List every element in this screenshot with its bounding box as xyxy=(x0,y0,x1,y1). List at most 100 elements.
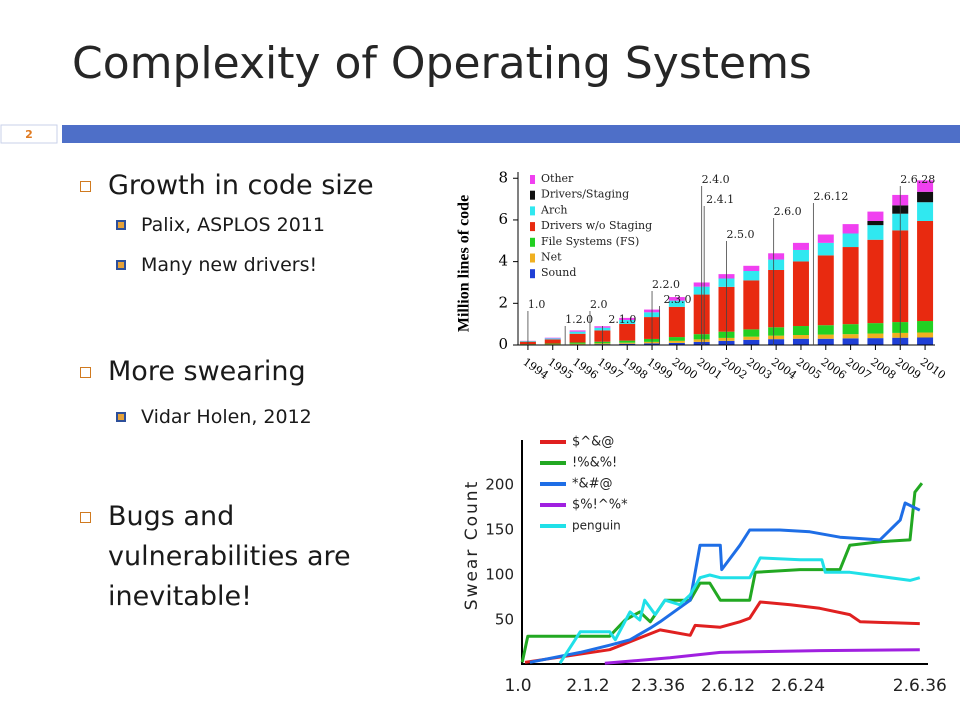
bar-segment xyxy=(917,180,934,192)
x-tick-label: 2007 xyxy=(843,355,873,382)
bar-segment xyxy=(668,340,685,343)
bar-segment xyxy=(619,343,636,345)
bar-segment xyxy=(792,326,809,335)
series-line xyxy=(604,648,920,665)
bullet-text: Growth in code size xyxy=(108,170,374,201)
annotation-label: 2.3.0 xyxy=(663,293,691,306)
bullet-text: More swearing xyxy=(108,356,306,387)
page-number-box xyxy=(0,124,58,144)
x-tick-label: 2002 xyxy=(719,355,749,382)
bullet-marker xyxy=(116,412,126,422)
bar-segment xyxy=(619,342,636,344)
x-tick-label: 2001 xyxy=(694,355,724,382)
bar-segment xyxy=(569,331,586,334)
bar-segment xyxy=(569,343,586,345)
bar-segment xyxy=(743,336,760,340)
x-tick-label: 2.3.36 xyxy=(631,676,685,696)
y-axis-label: Million lines of code xyxy=(456,195,473,332)
bar-segment xyxy=(867,211,884,221)
bar-segment xyxy=(792,242,809,250)
x-tick-label: 2004 xyxy=(769,355,799,382)
legend-label: File Systems (FS) xyxy=(541,235,639,248)
x-tick-label: 1994 xyxy=(520,355,550,382)
bar-segment xyxy=(569,333,586,343)
legend-label: $%!^%* xyxy=(572,498,628,513)
x-tick-label: 1996 xyxy=(570,355,600,382)
bar-segment xyxy=(792,249,809,262)
bar-segment xyxy=(817,325,834,335)
bullet-marker xyxy=(80,181,91,192)
legend-label: Other xyxy=(541,172,574,185)
x-tick-label: 1997 xyxy=(595,355,625,382)
bar-segment xyxy=(867,323,884,334)
bar-segment xyxy=(817,334,834,339)
x-tick-label: 2006 xyxy=(818,355,848,382)
legend-label: penguin xyxy=(572,519,621,533)
annotation-label: 2.4.1 xyxy=(706,193,734,206)
bar-segment xyxy=(544,337,561,339)
bar-segment xyxy=(817,338,834,345)
x-tick-label: 2000 xyxy=(669,355,699,382)
bar-segment xyxy=(867,225,884,240)
annotation-label: 2.4.0 xyxy=(702,173,730,186)
page-number: 2 xyxy=(25,128,33,141)
bar-segment xyxy=(544,343,561,345)
legend-swatch xyxy=(530,269,535,279)
annotation-label: 2.1.0 xyxy=(608,313,636,326)
legend-swatch xyxy=(530,190,535,200)
slide-title: Complexity of Operating Systems xyxy=(72,38,812,89)
bar-segment xyxy=(569,330,586,332)
x-tick-label: 1999 xyxy=(645,355,675,382)
bar-segment xyxy=(668,297,685,301)
bullet-marker xyxy=(80,367,91,378)
x-tick-label: 1.0 xyxy=(504,676,531,696)
legend-label: Drivers w/o Staging xyxy=(541,219,652,232)
legend-swatch xyxy=(530,222,535,232)
series-line xyxy=(529,501,921,664)
legend-swatch xyxy=(530,253,535,263)
bar-segment xyxy=(768,335,785,340)
bar-segment xyxy=(743,271,760,281)
header-bar xyxy=(62,125,960,143)
x-tick-label: 2010 xyxy=(918,355,948,382)
annotation-label: 2.0 xyxy=(590,298,608,311)
bar-segment xyxy=(619,319,636,324)
annotation-label: 2.6.28 xyxy=(900,173,935,186)
y-tick-label: 150 xyxy=(485,521,514,539)
bar-segment xyxy=(817,242,834,256)
annotation-label: 1.0 xyxy=(528,298,546,311)
bar-segment xyxy=(817,255,834,326)
bullet-marker xyxy=(116,260,126,270)
swear-chart: 50 100 150 200 1.0 2.1.2 2.3.36 2.6.12 2.6.24 2.6… xyxy=(462,435,947,697)
bar-segment xyxy=(917,332,934,338)
bar-segment xyxy=(842,233,859,248)
x-tick-label: 2005 xyxy=(794,355,824,382)
legend-label: *&#@ xyxy=(572,477,613,492)
bar-segment xyxy=(867,338,884,345)
bar-segment xyxy=(768,269,785,328)
bullet-text: Many new drivers! xyxy=(141,254,318,276)
bar-segment xyxy=(842,324,859,335)
x-tick-label: 2.6.12 xyxy=(701,676,755,696)
bar-segment xyxy=(842,338,859,345)
y-tick-label: 0 xyxy=(498,335,508,353)
y-tick-label: 2 xyxy=(498,293,508,311)
x-tick-label: 2.6.24 xyxy=(771,676,825,696)
bar-segment xyxy=(743,280,760,330)
bar-segment xyxy=(668,337,685,341)
y-tick-label: 100 xyxy=(485,566,514,584)
x-tick-label: 2009 xyxy=(893,355,923,382)
x-tick-label: 2.1.2 xyxy=(566,676,609,696)
x-tick-label: 2.6.36 xyxy=(893,676,947,696)
bar-segment xyxy=(743,265,760,272)
x-tick-label: 2008 xyxy=(868,355,898,382)
bar-segment xyxy=(792,261,809,327)
series-line xyxy=(558,556,921,665)
x-tick-label: 2003 xyxy=(744,355,774,382)
bar-segment xyxy=(917,321,934,333)
bar-segment xyxy=(917,337,934,345)
bar-segment xyxy=(867,333,884,339)
code-size-chart: 0246819941995199619971998199920002001200… xyxy=(456,168,948,382)
bar-segment xyxy=(917,202,934,221)
